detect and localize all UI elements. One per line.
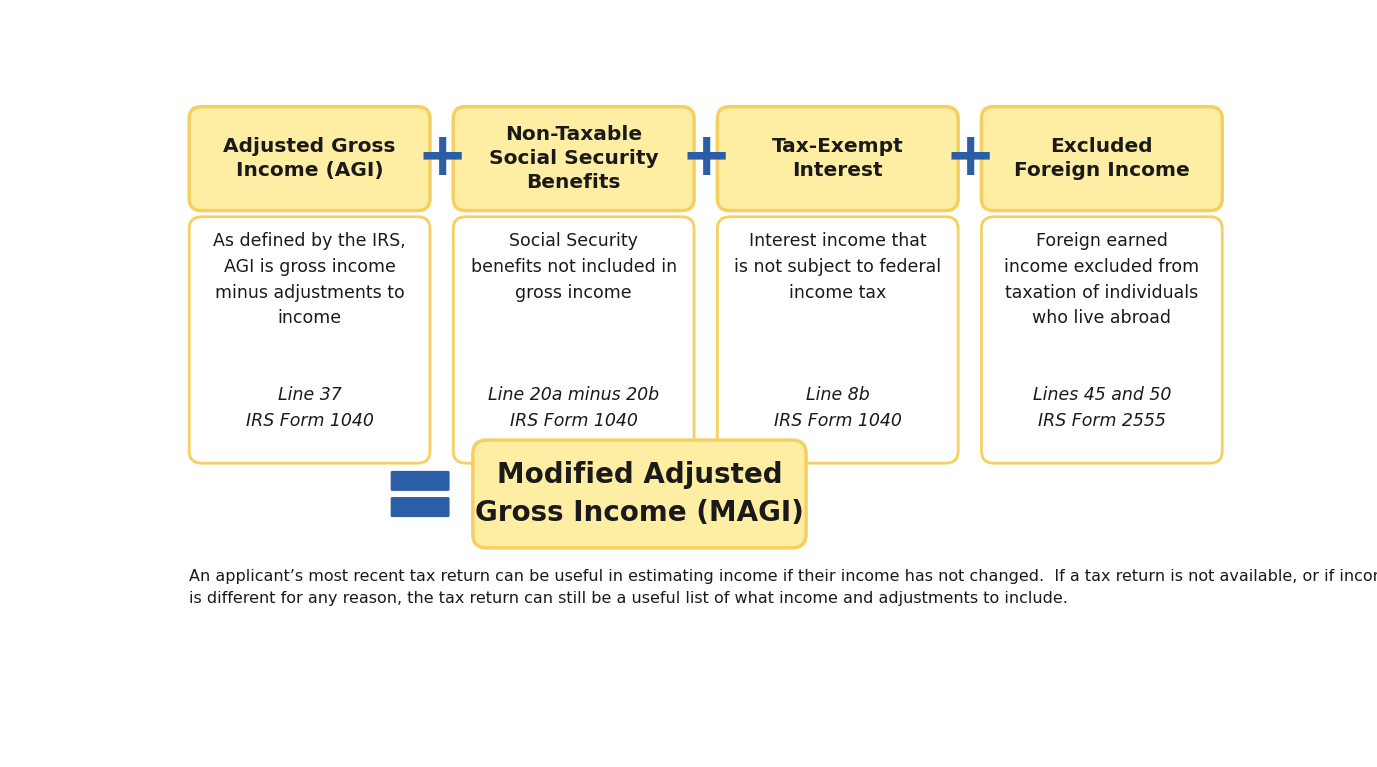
FancyBboxPatch shape [391,471,449,491]
FancyBboxPatch shape [391,497,449,517]
Text: An applicant’s most recent tax return can be useful in estimating income if thei: An applicant’s most recent tax return ca… [189,569,1377,606]
Text: +: + [416,129,467,188]
Text: Lines 45 and 50
IRS Form 2555: Lines 45 and 50 IRS Form 2555 [1033,386,1170,430]
Text: Tax-Exempt
Interest: Tax-Exempt Interest [772,137,903,180]
FancyBboxPatch shape [453,217,694,463]
Text: Foreign earned
income excluded from
taxation of individuals
who live abroad: Foreign earned income excluded from taxa… [1004,232,1199,328]
Text: Excluded
Foreign Income: Excluded Foreign Income [1013,137,1190,180]
FancyBboxPatch shape [982,107,1223,211]
FancyBboxPatch shape [189,107,430,211]
FancyBboxPatch shape [189,217,430,463]
Text: As defined by the IRS,
AGI is gross income
minus adjustments to
income: As defined by the IRS, AGI is gross inco… [213,232,406,328]
Text: Line 37
IRS Form 1040: Line 37 IRS Form 1040 [245,386,373,430]
Text: Modified Adjusted
Gross Income (MAGI): Modified Adjusted Gross Income (MAGI) [475,461,804,527]
Text: Adjusted Gross
Income (AGI): Adjusted Gross Income (AGI) [223,137,395,180]
FancyBboxPatch shape [453,107,694,211]
Text: Social Security
benefits not included in
gross income: Social Security benefits not included in… [471,232,676,301]
FancyBboxPatch shape [472,440,806,548]
Text: Interest income that
is not subject to federal
income tax: Interest income that is not subject to f… [734,232,942,301]
Text: +: + [680,129,731,188]
Text: Line 20a minus 20b
IRS Form 1040: Line 20a minus 20b IRS Form 1040 [487,386,660,430]
FancyBboxPatch shape [717,107,958,211]
Text: Non-Taxable
Social Security
Benefits: Non-Taxable Social Security Benefits [489,125,658,193]
FancyBboxPatch shape [717,217,958,463]
Text: Line 8b
IRS Form 1040: Line 8b IRS Form 1040 [774,386,902,430]
FancyBboxPatch shape [982,217,1223,463]
Text: +: + [945,129,996,188]
